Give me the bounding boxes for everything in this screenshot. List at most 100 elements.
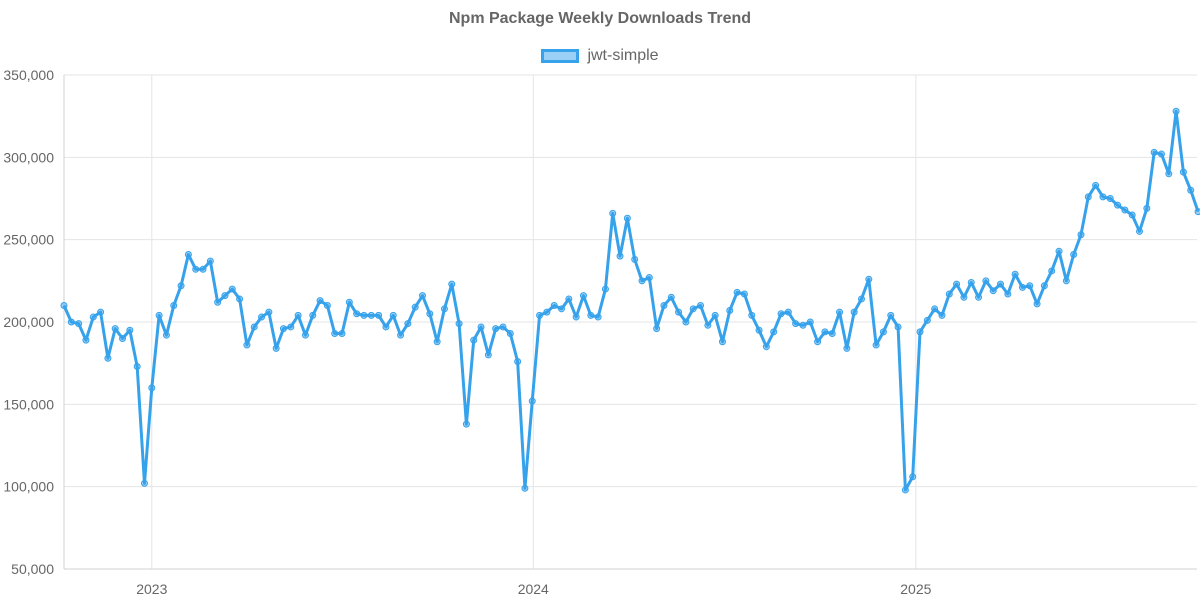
data-point — [1157, 150, 1165, 158]
data-point — [792, 320, 800, 328]
data-point — [740, 290, 748, 298]
data-point — [1179, 168, 1187, 176]
data-point — [119, 334, 127, 342]
data-point — [1055, 247, 1063, 255]
data-point — [367, 311, 375, 319]
data-point — [989, 287, 997, 295]
data-point — [799, 321, 807, 329]
data-point — [894, 323, 902, 331]
data-point — [1114, 201, 1122, 209]
data-point — [82, 336, 90, 344]
data-point — [455, 320, 463, 328]
data-point — [521, 484, 529, 492]
data-point — [133, 362, 141, 370]
data-point — [857, 295, 865, 303]
data-point — [287, 323, 295, 331]
data-point — [433, 338, 441, 346]
data-point — [1194, 208, 1200, 216]
legend-label-jwt-simple: jwt-simple — [587, 47, 659, 64]
data-point — [675, 308, 683, 316]
data-point — [1070, 250, 1078, 258]
y-tick-label: 100,000 — [3, 479, 54, 495]
data-point — [470, 336, 478, 344]
data-point — [916, 328, 924, 336]
data-point — [558, 305, 566, 313]
data-point — [806, 318, 814, 326]
data-point — [711, 311, 719, 319]
data-point — [89, 313, 97, 321]
data-point — [1121, 206, 1129, 214]
data-point — [1018, 283, 1026, 291]
data-point — [982, 277, 990, 285]
data-point — [75, 320, 83, 328]
data-point — [945, 290, 953, 298]
data-point — [879, 328, 887, 336]
data-point — [243, 341, 251, 349]
data-point — [667, 293, 675, 301]
data-point — [484, 351, 492, 359]
data-point — [1150, 148, 1158, 156]
data-point — [1128, 211, 1136, 219]
data-point — [565, 295, 573, 303]
data-point — [1033, 300, 1041, 308]
data-point — [770, 328, 778, 336]
x-tick-label: 2025 — [900, 581, 931, 597]
data-point — [1165, 170, 1173, 178]
data-point — [97, 308, 105, 316]
data-point — [1172, 107, 1180, 115]
data-point — [1099, 193, 1107, 201]
data-point — [909, 473, 917, 481]
data-point — [938, 311, 946, 319]
data-point — [397, 331, 405, 339]
data-point — [301, 331, 309, 339]
data-point — [228, 285, 236, 293]
data-point — [543, 308, 551, 316]
data-point — [1092, 181, 1100, 189]
data-point — [865, 275, 873, 283]
data-point — [440, 305, 448, 313]
data-point — [426, 310, 434, 318]
data-point — [528, 397, 536, 405]
data-point — [901, 486, 909, 494]
data-point — [579, 292, 587, 300]
data-point — [1143, 204, 1151, 212]
data-point — [1084, 193, 1092, 201]
data-point — [140, 479, 148, 487]
data-point — [843, 344, 851, 352]
data-point — [411, 303, 419, 311]
data-point — [419, 292, 426, 300]
data-point — [682, 318, 690, 326]
data-point — [126, 326, 134, 334]
data-point — [258, 313, 266, 321]
data-point — [960, 293, 968, 301]
data-point — [389, 311, 397, 319]
data-point — [1077, 231, 1085, 239]
data-point — [631, 255, 639, 263]
data-point — [1062, 277, 1070, 285]
data-point — [345, 298, 353, 306]
data-point — [609, 209, 617, 217]
data-point — [784, 308, 792, 316]
data-point — [177, 282, 185, 290]
data-point — [923, 316, 931, 324]
data-point — [265, 308, 273, 316]
data-point — [60, 302, 68, 310]
y-tick-label: 50,000 — [11, 561, 54, 577]
data-point — [594, 313, 602, 321]
data-point — [653, 325, 661, 333]
data-point — [316, 297, 324, 305]
data-point — [1040, 282, 1048, 290]
data-point — [323, 302, 331, 310]
legend-swatch-jwt-simple[interactable] — [541, 49, 580, 63]
data-point — [755, 326, 763, 334]
data-point — [360, 311, 368, 319]
series-line-jwt-simple — [62, 109, 1200, 492]
data-point — [448, 280, 456, 288]
data-point — [338, 330, 346, 338]
data-point — [221, 292, 229, 300]
data-point — [931, 305, 939, 313]
data-point — [623, 214, 631, 222]
data-point — [660, 302, 668, 310]
data-point — [382, 323, 390, 331]
